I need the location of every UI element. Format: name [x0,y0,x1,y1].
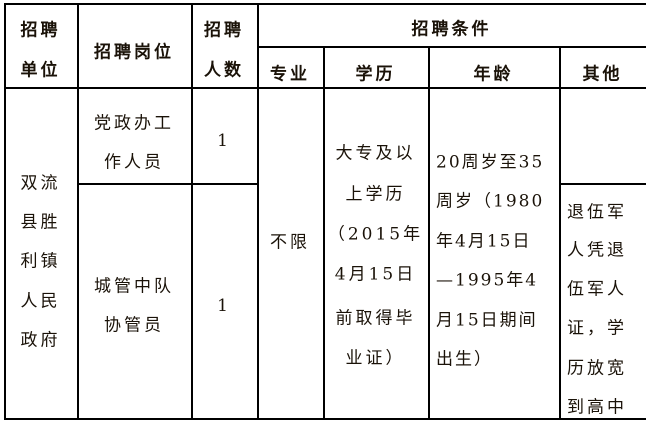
divider [323,46,325,419]
divider [257,3,259,419]
divider [4,87,646,89]
divider [191,3,193,419]
divider [559,46,561,419]
divider [77,3,79,419]
divider [559,183,646,185]
table-border-bottom [4,418,646,420]
table-border-top [4,3,646,5]
divider [257,46,646,48]
table-border-left [4,3,6,419]
divider [428,46,430,419]
divider [77,183,257,185]
